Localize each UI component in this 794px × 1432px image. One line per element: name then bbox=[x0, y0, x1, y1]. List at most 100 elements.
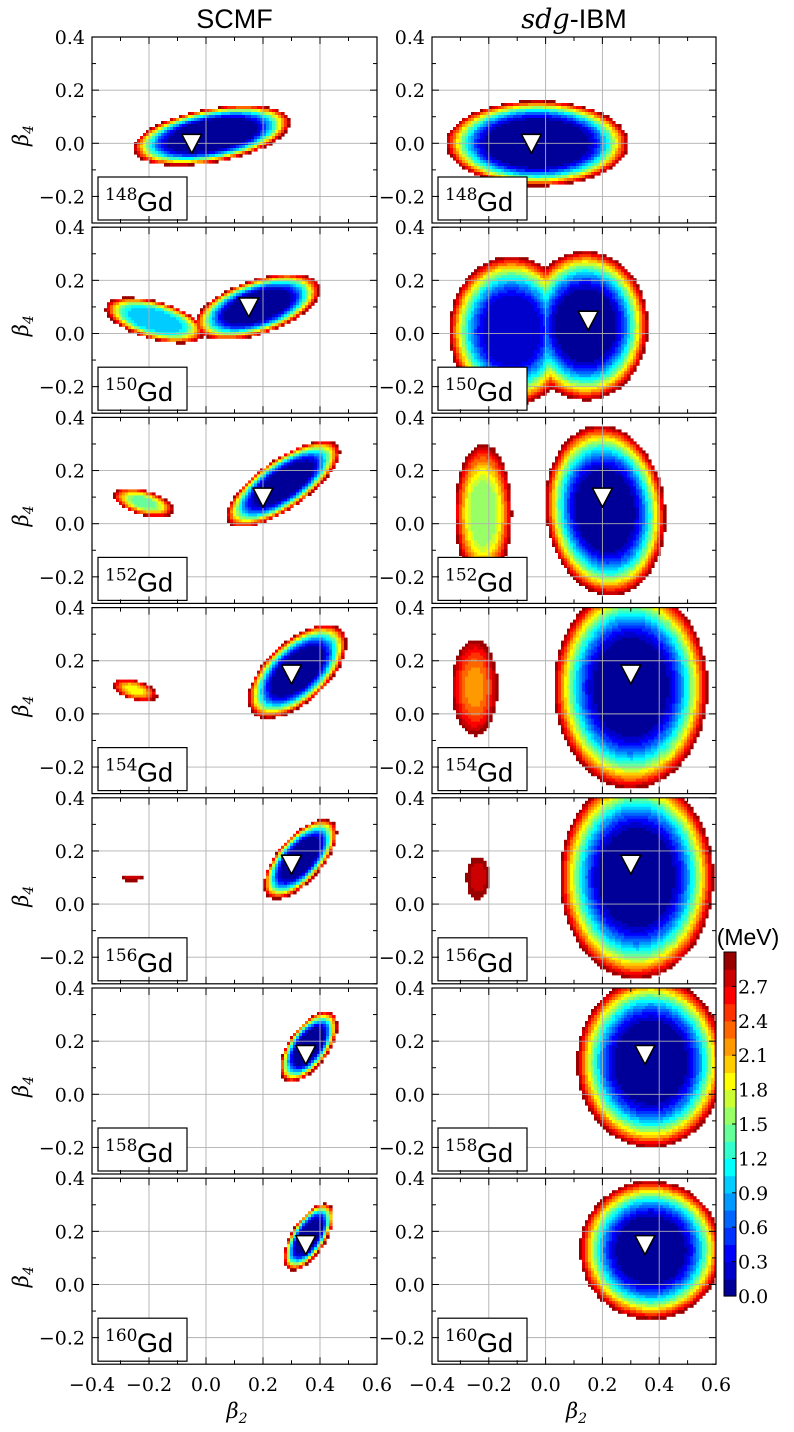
energy-minimum-marker bbox=[280, 664, 303, 685]
colorbar-band bbox=[724, 1003, 736, 1022]
ytick-label: −0.2 bbox=[379, 567, 425, 589]
element-symbol: Gd bbox=[137, 948, 173, 978]
ytick-label: 0.0 bbox=[395, 133, 425, 155]
ytick-label: 0.4 bbox=[55, 978, 85, 1000]
ticks bbox=[91, 226, 378, 414]
xtick-label: 0.4 bbox=[644, 1374, 674, 1396]
contour-field bbox=[113, 441, 342, 526]
ylabel: β4 bbox=[9, 886, 37, 908]
ylabel: β4 bbox=[9, 1076, 37, 1098]
panel-scmf-160: 160 Gd −0.2 0.0 0.2 0.4 β4 −0.4 −0.2 0.0 0.2 0.4 0.6… bbox=[9, 1168, 392, 1427]
mass-number: 152 bbox=[105, 565, 137, 585]
ytick-label: 0.4 bbox=[55, 217, 85, 239]
colorbar-tick-label: 1.5 bbox=[738, 1114, 768, 1136]
element-symbol: Gd bbox=[477, 377, 513, 407]
panel-ibm-150: 150 Gd −0.2 0.0 0.2 0.4 bbox=[379, 217, 717, 414]
energy-minimum-marker bbox=[620, 664, 642, 685]
ylabel: β4 bbox=[9, 125, 37, 147]
nucleus-label: 160 Gd bbox=[97, 1317, 188, 1362]
element-symbol: Gd bbox=[137, 567, 173, 597]
colorbar-tick-label: 0.6 bbox=[738, 1217, 768, 1239]
element-symbol: Gd bbox=[477, 1138, 513, 1168]
colorbar-tick-label: 2.4 bbox=[738, 1011, 768, 1033]
panel-scmf-154: 154 Gd −0.2 0.0 0.2 0.4 β4 bbox=[9, 598, 378, 795]
panel-ibm-160: 160 Gd −0.2 0.0 0.2 0.4 −0.4 −0.2 0.0 0.2 0.4 0.6 β2 bbox=[379, 1168, 731, 1427]
element-symbol: Gd bbox=[477, 758, 513, 788]
column-title-sdg-italic: sdg bbox=[521, 4, 569, 35]
column-title-ibm-suffix: -IBM bbox=[570, 4, 627, 34]
xtick-label: 0.6 bbox=[701, 1374, 731, 1396]
ytick-label: 0.0 bbox=[395, 1084, 425, 1106]
panel-ibm-148: 148 Gd −0.2 0.0 0.2 0.4 bbox=[379, 27, 717, 224]
element-symbol: Gd bbox=[477, 187, 513, 217]
energy-minimum-marker bbox=[634, 1044, 656, 1066]
ytick-label: −0.2 bbox=[39, 567, 85, 589]
ytick-label: 0.2 bbox=[395, 80, 425, 102]
colorbar-band bbox=[724, 1020, 736, 1039]
column-title-sdg-ibm: sdg-IBM bbox=[432, 2, 716, 36]
colorbar-band bbox=[724, 986, 736, 1005]
colorbar-band bbox=[724, 969, 736, 987]
ticks bbox=[431, 1177, 717, 1365]
energy-minimum-marker bbox=[280, 854, 303, 876]
nucleus-label: 154 Gd bbox=[437, 746, 528, 792]
panel-scmf-150: 150 Gd −0.2 0.0 0.2 0.4 β4 bbox=[9, 217, 378, 414]
colorbar-band bbox=[724, 1072, 736, 1091]
ytick-label: −0.2 bbox=[379, 186, 425, 208]
xtick-label: −0.4 bbox=[409, 1374, 455, 1396]
nucleus-label: 154 Gd bbox=[97, 746, 188, 792]
element-symbol: Gd bbox=[137, 187, 173, 217]
ytick-label: 0.4 bbox=[55, 27, 85, 49]
ytick-label: 0.4 bbox=[395, 407, 425, 429]
ytick-label: 0.2 bbox=[395, 841, 425, 863]
mass-number: 160 bbox=[445, 1326, 477, 1346]
colorbar-tick-label: 2.7 bbox=[738, 976, 768, 998]
contour-field bbox=[113, 625, 348, 720]
energy-minimum-marker bbox=[634, 1234, 656, 1256]
colorbar-band bbox=[724, 1192, 736, 1211]
xlabel: β2 bbox=[226, 1399, 248, 1427]
panel-ibm-154: 154 Gd −0.2 0.0 0.2 0.4 bbox=[379, 598, 717, 795]
colorbar-band bbox=[724, 1141, 736, 1159]
panel-ibm-152: 152 Gd −0.2 0.0 0.2 0.4 bbox=[379, 407, 717, 604]
mass-number: 158 bbox=[105, 1136, 137, 1156]
mass-number: 158 bbox=[445, 1136, 477, 1156]
panel-scmf-156: 156 Gd −0.2 0.0 0.2 0.4 β4 bbox=[9, 788, 378, 985]
ytick-label: 0.0 bbox=[55, 1274, 85, 1296]
grid bbox=[432, 417, 716, 604]
nucleus-label: 152 Gd bbox=[437, 556, 528, 602]
ylabel: β4 bbox=[9, 315, 37, 337]
ytick-label: 0.0 bbox=[395, 323, 425, 345]
ytick-label: 0.2 bbox=[55, 80, 85, 102]
ytick-label: 0.0 bbox=[395, 894, 425, 916]
contour-field bbox=[450, 251, 649, 405]
mass-number: 148 bbox=[105, 185, 137, 205]
ytick-label: 0.0 bbox=[395, 1274, 425, 1296]
nucleus-label: 156 Gd bbox=[437, 937, 528, 982]
element-symbol: Gd bbox=[477, 948, 513, 978]
ytick-label: 0.2 bbox=[55, 1221, 85, 1243]
ytick-label: 0.2 bbox=[395, 1031, 425, 1053]
energy-minimum-marker bbox=[294, 1044, 317, 1066]
ytick-label: −0.2 bbox=[379, 1137, 425, 1159]
grid bbox=[432, 607, 716, 794]
ytick-label: 0.0 bbox=[55, 894, 85, 916]
ytick-label: 0.0 bbox=[395, 704, 425, 726]
colorbar-band bbox=[724, 1106, 736, 1125]
contour-field bbox=[465, 797, 715, 979]
panel-scmf-158: 158 Gd −0.2 0.0 0.2 0.4 β4 bbox=[9, 978, 378, 1175]
mass-number: 156 bbox=[445, 946, 477, 966]
ytick-label: 0.4 bbox=[395, 788, 425, 810]
contour-field bbox=[281, 1012, 339, 1082]
xtick-label: 0.0 bbox=[530, 1374, 560, 1396]
ytick-label: 0.2 bbox=[55, 1031, 85, 1053]
ytick-label: 0.0 bbox=[55, 514, 85, 536]
ticks bbox=[91, 987, 378, 1175]
energy-minimum-marker bbox=[577, 310, 599, 331]
ytick-label: 0.0 bbox=[55, 1084, 85, 1106]
nucleus-label: 150 Gd bbox=[97, 366, 188, 411]
colorbar-band bbox=[724, 1158, 736, 1177]
ylabel: β4 bbox=[9, 696, 37, 718]
colorbar-title: (MeV) bbox=[717, 924, 780, 950]
